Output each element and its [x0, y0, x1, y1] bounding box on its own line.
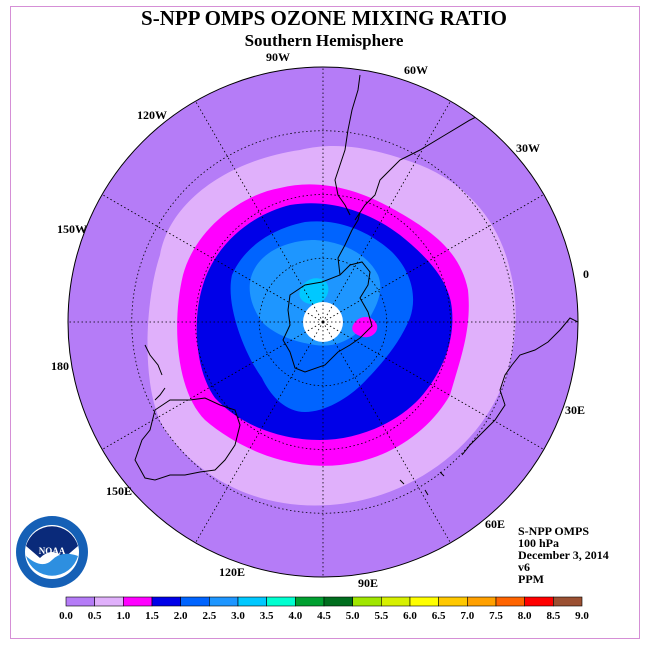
colorbar-swatch-13: [438, 596, 468, 607]
colorbar-swatch-6: [237, 596, 267, 607]
south-america-coastline: [334, 74, 491, 221]
graticule: [68, 67, 578, 577]
info-pressure-level: 100 hPa: [518, 536, 560, 550]
colorbar-swatch-9: [323, 596, 353, 607]
meridian-300: [322, 100, 451, 323]
meridian-120: [195, 321, 324, 544]
longitude-labels: 90W 60W 30W 0 30E 60E 90E 120E 150E 180 …: [51, 50, 589, 590]
colorbar-swatch-17: [553, 596, 583, 607]
meridian-240: [195, 100, 324, 323]
africa-coastline: [461, 317, 578, 456]
colorbar-tick-label: 6.5: [432, 610, 446, 622]
latitude-circle-3: [131, 130, 515, 514]
new-zealand-coastline: [144, 344, 166, 401]
colorbar-swatch-3: [151, 596, 181, 607]
colorbar-swatch-8: [295, 596, 325, 607]
colorbar-tick-label: 3.5: [260, 610, 274, 622]
longitude-label-0: 0: [583, 267, 589, 281]
colorbar-swatch-0: [65, 596, 95, 607]
indian-ocean-islands: [399, 471, 445, 496]
noaa-logo-text: NOAA: [39, 546, 66, 556]
colorbar-tick-label: 5.5: [374, 610, 388, 622]
longitude-label-180: 180: [51, 359, 69, 373]
colorbar-tick-label: 8.5: [546, 610, 560, 622]
colorbar-swatch-11: [381, 596, 411, 607]
longitude-label-90e: 90E: [358, 576, 378, 590]
noaa-logo-wave: [26, 553, 78, 576]
info-date: December 3, 2014: [518, 548, 609, 562]
map-boundary-circle: [67, 66, 579, 578]
meridian-210: [101, 194, 324, 323]
colorbar-swatch-7: [266, 596, 296, 607]
longitude-label-120e: 120E: [219, 565, 245, 579]
colorbar-swatch-4: [180, 596, 210, 607]
colorbar-tick-label: 7.0: [460, 610, 474, 622]
colorbar-tick-label: 2.0: [174, 610, 188, 622]
latitude-circle-1: [258, 257, 388, 387]
colorbar-swatch-10: [352, 596, 382, 607]
colorbar-tick-label: 0.5: [88, 610, 102, 622]
longitude-label-90w: 90W: [266, 50, 290, 64]
longitude-label-150w: 150W: [57, 222, 87, 236]
longitude-label-30w: 30W: [516, 141, 540, 155]
meridian-330: [322, 194, 545, 323]
meridian-60: [322, 321, 451, 544]
latitude-circle-2: [195, 194, 451, 450]
colorbar-tick-label: 3.0: [231, 610, 245, 622]
colorbar-tick-label: 8.0: [518, 610, 532, 622]
longitude-label-30e: 30E: [565, 403, 585, 417]
info-version: v6: [518, 560, 530, 574]
colorbar-tick-label: 5.0: [346, 610, 360, 622]
longitude-label-150e: 150E: [106, 484, 132, 498]
colorbar-tick-label: 6.0: [403, 610, 417, 622]
colorbar-swatch-16: [524, 596, 554, 607]
colorbar-swatch-5: [209, 596, 239, 607]
longitude-label-60e: 60E: [485, 517, 505, 531]
colorbar-tick-label: 4.5: [317, 610, 331, 622]
coastlines: [134, 74, 578, 496]
colorbar-tick-label: 1.5: [145, 610, 159, 622]
meridian-30: [322, 321, 545, 450]
colorbar-tick-label: 0.0: [59, 610, 73, 622]
noaa-logo-bird: [26, 526, 78, 558]
noaa-logo: NOAA: [16, 516, 88, 588]
info-instrument: S-NPP OMPS: [518, 524, 589, 538]
antarctica-coastline: [282, 261, 373, 373]
map-title: S-NPP OMPS OZONE MIXING RATIO: [141, 6, 507, 30]
longitude-label-120w: 120W: [137, 108, 167, 122]
colorbar-tick-label: 7.5: [489, 610, 503, 622]
longitude-label-60w: 60W: [404, 63, 428, 77]
info-units: PPM: [518, 572, 544, 586]
south-pole-marker: [321, 320, 325, 324]
colorbar-tick-label: 9.0: [575, 610, 589, 622]
colorbar-tick-label: 1.0: [116, 610, 130, 622]
map-subtitle: Southern Hemisphere: [244, 31, 404, 50]
colorbar-tick-label: 2.5: [202, 610, 216, 622]
plot-frame: [10, 6, 640, 639]
colorbar-swatch-15: [495, 596, 525, 607]
australia-coastline: [134, 397, 241, 481]
colorbar: 0.0 0.5 1.0 1.5 2.0 2.5 3.0 3.5 4.0 4.5 5.0 5.5 6.0 6…: [59, 596, 589, 622]
antarctic-peninsula-coastline: [337, 211, 361, 276]
colorbar-swatch-1: [94, 596, 124, 607]
colorbar-tick-label: 4.0: [288, 610, 302, 622]
colorbar-swatch-14: [467, 596, 497, 607]
colorbar-swatch-2: [123, 596, 153, 607]
meridian-150: [101, 321, 324, 450]
colorbar-swatch-12: [409, 596, 439, 607]
